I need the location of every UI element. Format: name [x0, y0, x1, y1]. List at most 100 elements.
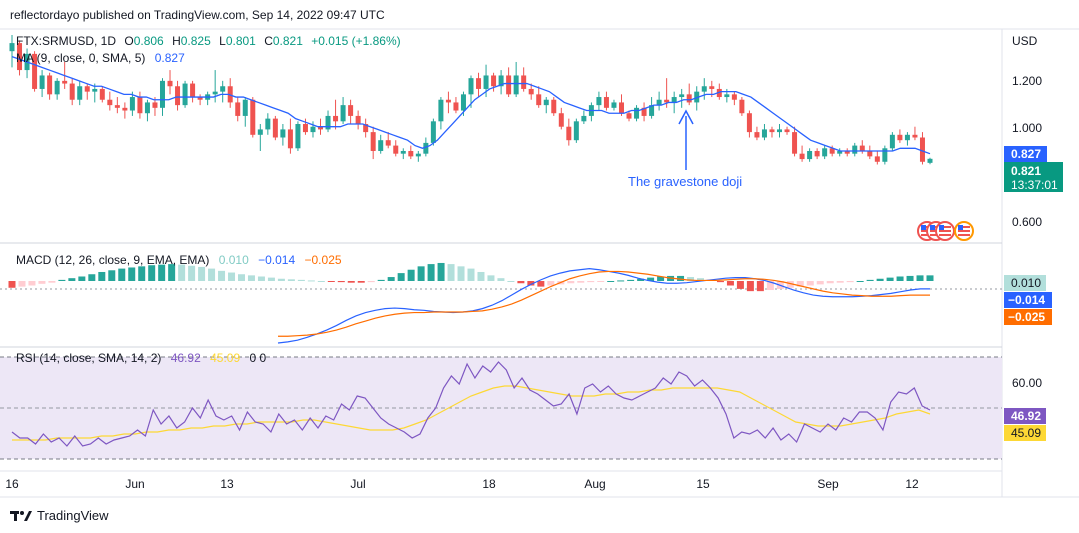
- candle: [295, 121, 301, 151]
- candle: [340, 97, 346, 125]
- macd-legend: MACD (12, 26, close, 9, EMA, EMA) 0.010 …: [16, 253, 342, 267]
- macd-histogram-bar: [607, 281, 615, 282]
- macd-histogram-bar: [517, 281, 525, 284]
- candle: [701, 78, 707, 100]
- candle: [99, 86, 105, 103]
- macd-histogram-bar: [726, 281, 734, 286]
- macd-histogram-bar: [786, 281, 794, 288]
- macd-histogram-bar: [397, 273, 405, 281]
- candle: [182, 80, 188, 108]
- macd-histogram-bar: [387, 277, 395, 281]
- macd-histogram-bar: [796, 281, 804, 287]
- candle: [144, 99, 150, 122]
- event-icons[interactable]: [917, 221, 974, 241]
- macd-histogram-bar: [677, 275, 685, 281]
- candle: [333, 99, 339, 130]
- us-flag-icon[interactable]: [935, 221, 955, 241]
- x-tick: 13: [220, 477, 234, 491]
- macd-histogram-bar: [58, 279, 66, 281]
- macd-histogram-bar: [228, 272, 236, 281]
- ma-price-tag: [1004, 146, 1047, 162]
- candle: [77, 80, 83, 106]
- candle: [69, 78, 75, 106]
- candle: [17, 40, 23, 76]
- candle: [453, 97, 459, 114]
- candle: [438, 97, 444, 130]
- candle: [626, 110, 632, 122]
- candle: [242, 97, 248, 127]
- candle: [543, 97, 549, 114]
- candle: [904, 132, 910, 146]
- annotation-label: The gravestone doji: [628, 174, 742, 189]
- us-flag-icon[interactable]: [954, 221, 974, 241]
- macd-histogram-bar: [198, 266, 206, 281]
- candle: [641, 102, 647, 122]
- rsi-axis[interactable]: 60.00 46.92 45.09: [1004, 376, 1046, 441]
- candle: [302, 118, 308, 135]
- x-tick: 15: [696, 477, 710, 491]
- macd-histogram-bar: [287, 279, 295, 281]
- macd-signal-tag-text: −0.025: [1008, 310, 1045, 324]
- last-price-tag: [1004, 162, 1063, 192]
- candle: [731, 91, 737, 106]
- candle: [393, 140, 399, 157]
- candle: [325, 110, 331, 133]
- macd-histogram-bar: [168, 264, 176, 281]
- macd-histogram-bar: [8, 281, 16, 288]
- macd-histogram-bar: [467, 268, 475, 281]
- candle: [250, 97, 256, 138]
- gravestone-doji-annotation[interactable]: The gravestone doji: [628, 109, 742, 189]
- candle: [107, 91, 113, 111]
- candle: [761, 124, 767, 141]
- ma-line-layer: [11, 55, 931, 155]
- publisher-attribution: reflectordayo published on TradingView.c…: [10, 8, 385, 22]
- candle: [355, 110, 361, 130]
- candle: [54, 78, 60, 100]
- rsi-line: [11, 361, 931, 447]
- x-tick: Jun: [125, 477, 144, 491]
- brand-name: TradingView: [37, 508, 109, 523]
- candle: [558, 107, 564, 130]
- candle: [122, 102, 128, 119]
- candle: [370, 126, 376, 160]
- candle: [32, 51, 38, 92]
- candle: [272, 115, 278, 141]
- macd-axis[interactable]: 0.010 −0.014 −0.025: [1004, 275, 1052, 325]
- x-tick: Sep: [817, 477, 839, 491]
- macd-histogram-bar: [487, 275, 495, 281]
- macd-histogram-bar: [297, 279, 305, 281]
- macd-histogram-bar: [537, 281, 545, 287]
- macd-histogram-bar: [497, 278, 505, 281]
- macd-histogram-bar: [257, 276, 265, 281]
- candle: [649, 97, 655, 119]
- macd-histogram-bar: [277, 278, 285, 281]
- macd-histogram-bar: [647, 277, 655, 281]
- candle: [491, 72, 497, 92]
- rsi-ma-tag: [1004, 425, 1046, 441]
- candle: [874, 150, 880, 165]
- macd-histogram-bar: [657, 276, 665, 281]
- candle: [686, 83, 692, 106]
- macd-histogram-bar: [208, 268, 216, 281]
- candle: [679, 88, 685, 108]
- candle: [837, 148, 843, 157]
- candle: [39, 70, 45, 98]
- macd-histogram-bar: [128, 267, 136, 281]
- time-axis[interactable]: 16 Jun 13 Jul 18 Aug 15 Sep 12: [5, 477, 919, 491]
- rsi-legend: RSI (14, close, SMA, 14, 2) 46.92 45.09 …: [16, 351, 266, 365]
- macd-hist-tag-text: 0.010: [1011, 276, 1041, 290]
- macd-histogram-bar: [108, 270, 116, 281]
- macd-histogram-bar: [886, 277, 894, 281]
- macd-histogram-bar: [48, 281, 56, 283]
- macd-histogram-bar: [28, 281, 36, 286]
- macd-histogram-bar: [188, 265, 196, 281]
- price-axis[interactable]: USD 1.200 1.000 0.600 0.827 0.821 13:37:…: [1004, 34, 1063, 229]
- macd-histogram-bar: [507, 281, 515, 282]
- macd-histogram-bar: [158, 264, 166, 281]
- macd-histogram-bar: [746, 281, 754, 292]
- macd-histogram-bar: [926, 275, 934, 281]
- candle: [220, 80, 226, 103]
- macd-histogram-bar: [816, 281, 824, 285]
- macd-histogram-bar: [567, 281, 575, 284]
